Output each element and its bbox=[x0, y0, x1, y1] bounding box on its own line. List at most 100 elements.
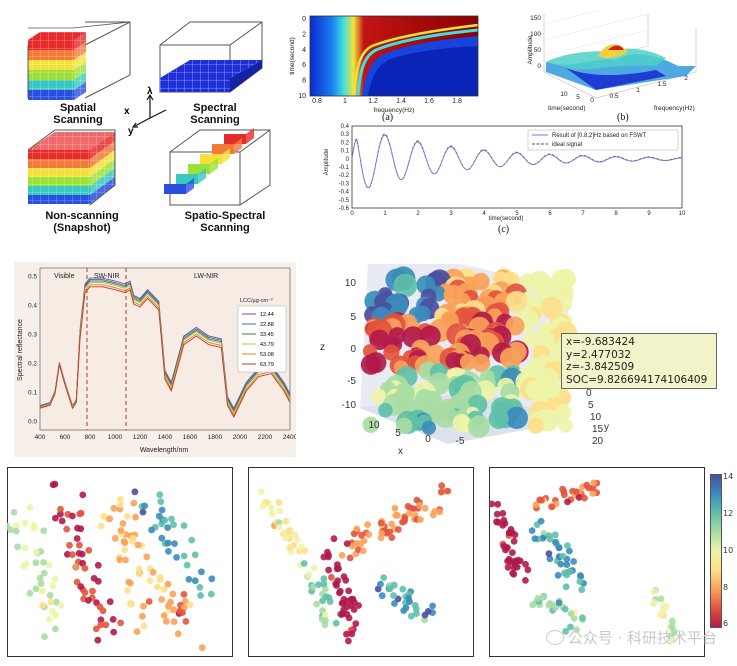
scatter3d-point bbox=[434, 404, 458, 428]
embedding-point bbox=[69, 551, 76, 558]
embedding-point bbox=[84, 597, 92, 604]
spatial-scanning-cube bbox=[27, 21, 131, 100]
embedding-point bbox=[579, 614, 586, 622]
scatter3d-ztick: 0 bbox=[350, 344, 356, 355]
embedding-point bbox=[546, 555, 554, 563]
spatiospectral-label: Spatio-Spectral Scanning bbox=[184, 210, 266, 234]
embedding-point bbox=[20, 562, 28, 570]
embedding-point bbox=[208, 575, 216, 583]
panel-c-xtick: 7 bbox=[581, 211, 585, 217]
colorbar-tick-12: 12 bbox=[723, 509, 734, 518]
embedding-point bbox=[89, 587, 96, 595]
embedding-point bbox=[39, 587, 46, 595]
embedding-point bbox=[514, 556, 522, 564]
scatter3d-point bbox=[371, 388, 387, 404]
diag-block-side bbox=[186, 178, 194, 194]
embedding-point bbox=[438, 482, 446, 490]
embedding-point bbox=[149, 568, 157, 576]
spectral-scanning-cube bbox=[159, 21, 263, 93]
embedding-point bbox=[510, 537, 518, 545]
diag-block bbox=[188, 164, 210, 174]
embedding-point bbox=[48, 607, 56, 615]
embedding-point bbox=[365, 531, 373, 538]
panel-b-ztick: 100 bbox=[530, 31, 541, 38]
embedding-point bbox=[188, 536, 196, 544]
panel-b-timetick: 0 bbox=[590, 97, 594, 104]
embedding-point bbox=[110, 504, 118, 512]
xyz-axes bbox=[131, 93, 167, 128]
embedding-point bbox=[399, 585, 407, 593]
embedding-point bbox=[320, 580, 328, 588]
spectral-xtick: 2200 bbox=[258, 434, 273, 441]
scatter3d-xtick: 0 bbox=[425, 434, 431, 445]
embedding-point bbox=[198, 644, 206, 652]
embedding-point bbox=[158, 506, 166, 514]
embedding-point bbox=[500, 542, 508, 550]
embedding-point bbox=[180, 552, 188, 560]
embedding-point bbox=[557, 560, 565, 568]
panel-c-ytick: -0.6 bbox=[339, 206, 350, 212]
embedding-point bbox=[64, 550, 71, 558]
embedding-point bbox=[324, 548, 331, 556]
embedding-point bbox=[141, 502, 149, 510]
embedding-point bbox=[534, 595, 542, 602]
embedding-point bbox=[282, 517, 290, 525]
embedding-point bbox=[94, 561, 102, 569]
embedding-point bbox=[407, 612, 415, 620]
panel-c-xtick: 9 bbox=[647, 211, 651, 217]
embedding-point bbox=[286, 544, 294, 552]
embedding-point bbox=[559, 552, 567, 560]
spectral-ytick: 0.1 bbox=[28, 389, 37, 396]
embedding-point bbox=[46, 615, 53, 623]
scatter3d-point bbox=[505, 406, 528, 429]
tooltip-x: x=-9.683424 bbox=[566, 336, 635, 348]
embedding-point bbox=[198, 568, 205, 576]
spectral-legend-label: 33.45 bbox=[260, 332, 274, 338]
embedding-point bbox=[402, 604, 410, 612]
embedding-point bbox=[119, 520, 127, 527]
embedding-point bbox=[390, 592, 397, 599]
spectral-ytick: 0.4 bbox=[28, 303, 37, 310]
scatter3d-xtick: 10 bbox=[368, 420, 380, 431]
panel-c-ytick: 0 bbox=[346, 157, 350, 163]
embedding-point bbox=[328, 574, 335, 581]
embedding-point bbox=[305, 571, 313, 579]
spectral-xtick: 800 bbox=[85, 434, 96, 441]
embedding-point bbox=[21, 519, 29, 527]
axis-lambda-label: λ bbox=[147, 86, 153, 97]
embedding-point bbox=[555, 544, 563, 552]
embedding-point bbox=[572, 488, 580, 496]
embedding-point bbox=[321, 611, 329, 619]
embedding-point bbox=[92, 625, 100, 633]
spectral-ytick: 0.5 bbox=[28, 274, 37, 281]
embedding-point bbox=[169, 590, 177, 598]
embedding-point bbox=[30, 525, 38, 532]
embedding-point bbox=[14, 543, 21, 551]
panel-a-ytick: 10 bbox=[298, 93, 306, 100]
embedding-point bbox=[353, 525, 361, 533]
panel-a-xtick: 1.4 bbox=[396, 98, 406, 105]
embedding-point bbox=[181, 597, 189, 605]
spectral-xtick: 1200 bbox=[133, 434, 148, 441]
embedding-point bbox=[58, 517, 66, 525]
embedding-point bbox=[281, 534, 289, 542]
embedding-plot-1 bbox=[7, 467, 233, 657]
embedding-point bbox=[431, 508, 438, 515]
embedding-point bbox=[567, 623, 574, 631]
embedding-point bbox=[529, 601, 537, 609]
embedding-point bbox=[333, 582, 340, 589]
panel-b-freqlabel: frequency(Hz) bbox=[654, 105, 695, 112]
embedding-point bbox=[650, 588, 658, 595]
panel-c-legend-fswt: Result of [0.8,2]Hz based on FSWT bbox=[552, 133, 647, 139]
embedding-point bbox=[493, 510, 501, 518]
embedding-point bbox=[388, 534, 396, 541]
spectral-legend-box bbox=[237, 305, 287, 373]
embedding-point bbox=[524, 566, 532, 574]
scanning-diagram: x y λ bbox=[27, 21, 271, 206]
embedding-point bbox=[554, 571, 562, 579]
embedding-point bbox=[378, 530, 386, 537]
embedding-point bbox=[436, 508, 444, 516]
embedding-point bbox=[164, 580, 172, 588]
embedding-point bbox=[21, 544, 29, 552]
embedding-point bbox=[340, 595, 348, 603]
